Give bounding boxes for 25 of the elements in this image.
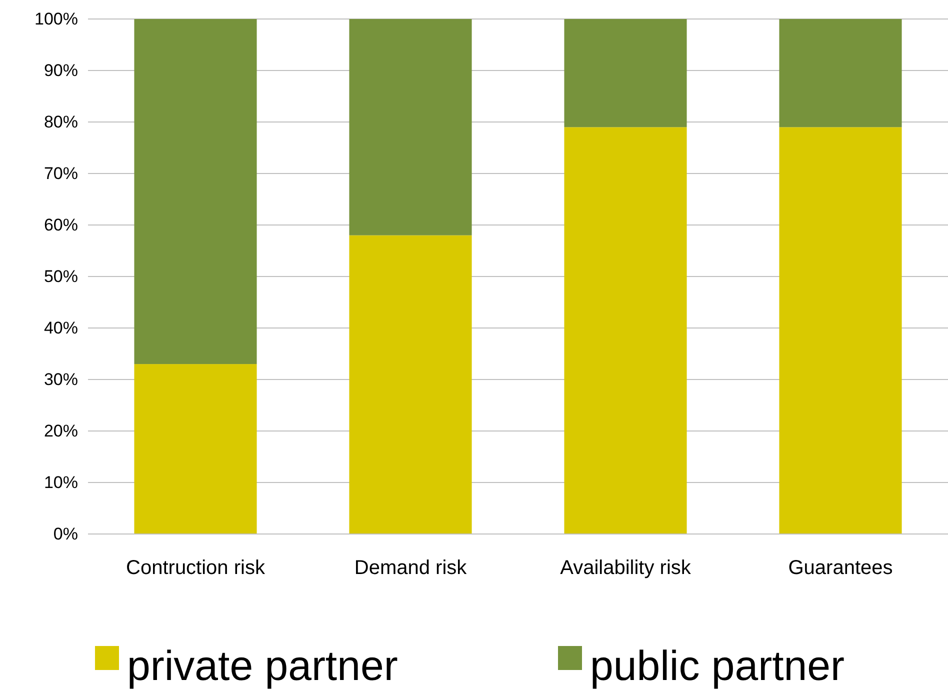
y-tick-label: 40% xyxy=(44,318,78,338)
y-tick-label: 60% xyxy=(44,215,78,234)
bar xyxy=(564,127,687,534)
y-tick-label: 70% xyxy=(44,164,78,183)
x-tick-label: Contruction risk xyxy=(126,557,266,580)
x-tick-label: Demand risk xyxy=(354,557,468,580)
bar xyxy=(134,19,257,364)
bar xyxy=(779,19,902,128)
y-tick-label: 80% xyxy=(44,112,78,132)
legend-label: public partner xyxy=(590,642,844,689)
y-tick-label: 100% xyxy=(34,9,78,28)
y-tick-label: 30% xyxy=(44,370,78,389)
bar xyxy=(779,127,902,534)
y-tick-label: 10% xyxy=(44,472,78,492)
x-tick-label: Availability risk xyxy=(560,557,692,580)
bar xyxy=(349,19,472,236)
y-tick-label: 90% xyxy=(44,60,78,80)
bar xyxy=(134,364,257,534)
y-tick-label: 20% xyxy=(44,421,78,440)
x-tick-label: Guarantees xyxy=(788,557,893,580)
legend-label: private partner xyxy=(127,642,398,689)
bar xyxy=(564,19,687,128)
bar xyxy=(349,235,472,534)
y-tick-label: 50% xyxy=(44,266,78,286)
y-tick-label: 0% xyxy=(53,524,78,544)
